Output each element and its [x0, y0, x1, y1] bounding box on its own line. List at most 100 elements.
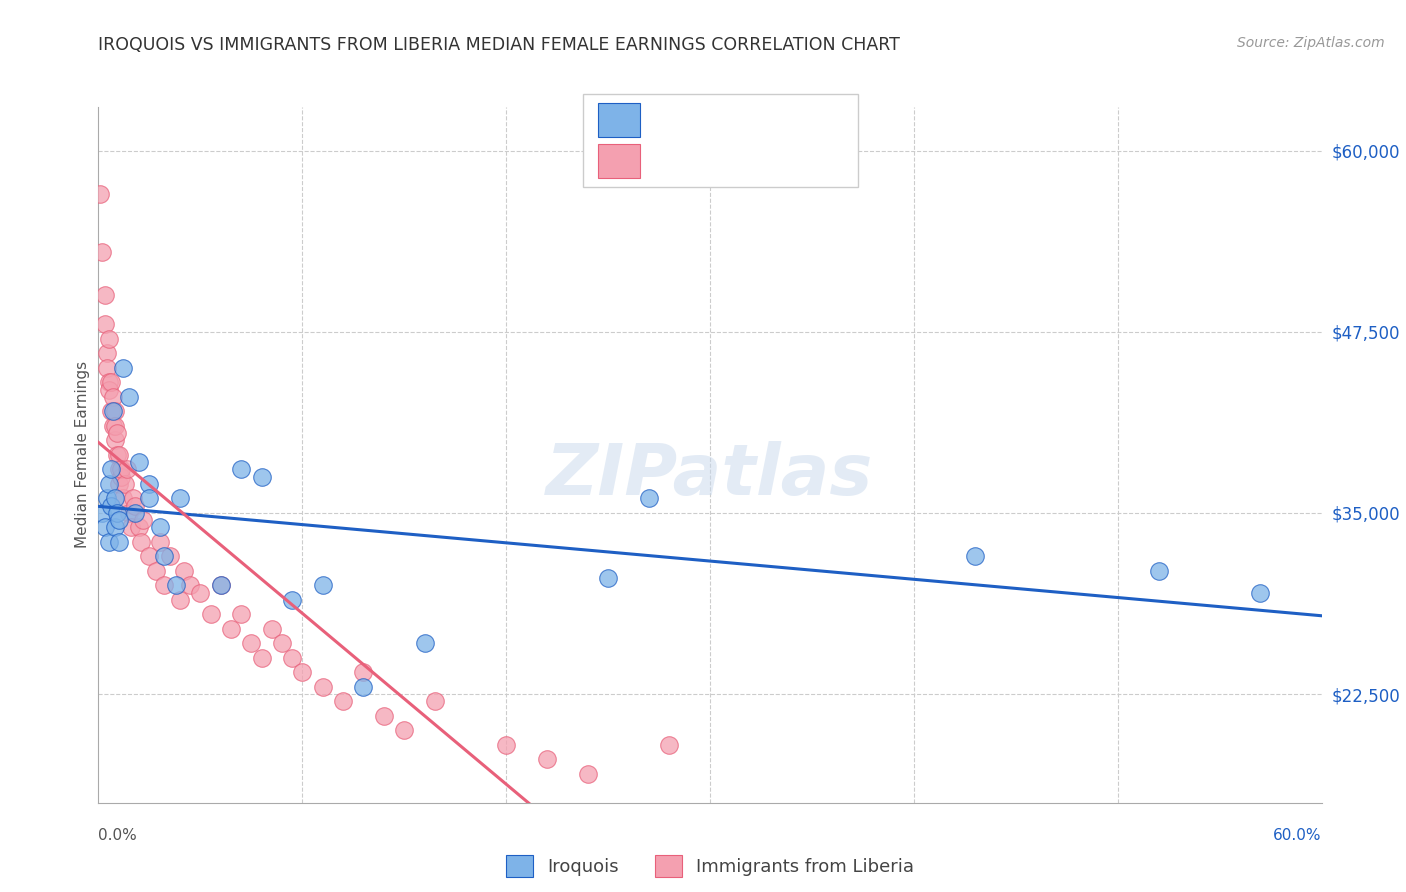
Point — [115, 462, 138, 476]
Point — [91, 244, 114, 259]
Point — [97, 332, 120, 346]
Point — [188, 585, 212, 599]
Point — [96, 361, 118, 376]
Point — [104, 434, 127, 448]
Point — [145, 564, 167, 578]
Point — [179, 578, 201, 592]
Point — [495, 738, 517, 752]
Point — [124, 499, 146, 513]
Point — [658, 738, 681, 752]
Point — [122, 491, 145, 506]
Point — [104, 491, 127, 506]
Point — [332, 694, 354, 708]
Point — [281, 651, 304, 665]
Point — [598, 571, 620, 585]
Point — [291, 665, 314, 680]
Point — [100, 376, 122, 390]
Point — [118, 390, 141, 404]
Point — [149, 535, 172, 549]
Point — [638, 491, 661, 506]
Point — [104, 404, 127, 418]
Point — [100, 462, 122, 476]
Point — [105, 426, 128, 441]
Point — [97, 383, 120, 397]
Point — [97, 535, 120, 549]
Point — [209, 578, 232, 592]
Point — [93, 520, 115, 534]
Text: R = -0.523   N = 62: R = -0.523 N = 62 — [651, 152, 814, 169]
Point — [110, 469, 132, 483]
Point — [965, 549, 987, 564]
Point — [149, 520, 172, 534]
Point — [352, 680, 374, 694]
Point — [240, 636, 263, 650]
Point — [129, 535, 152, 549]
Point — [105, 506, 128, 520]
Point — [93, 288, 115, 302]
Point — [96, 491, 118, 506]
Y-axis label: Median Female Earnings: Median Female Earnings — [75, 361, 90, 549]
Point — [101, 419, 124, 434]
Point — [96, 346, 118, 360]
Point — [104, 419, 127, 434]
Point — [373, 708, 395, 723]
Point — [152, 549, 174, 564]
Point — [105, 448, 128, 462]
Legend: Iroquois, Immigrants from Liberia: Iroquois, Immigrants from Liberia — [498, 847, 922, 884]
Point — [128, 455, 150, 469]
Point — [108, 477, 131, 491]
Text: Source: ZipAtlas.com: Source: ZipAtlas.com — [1237, 36, 1385, 50]
Text: IROQUOIS VS IMMIGRANTS FROM LIBERIA MEDIAN FEMALE EARNINGS CORRELATION CHART: IROQUOIS VS IMMIGRANTS FROM LIBERIA MEDI… — [98, 36, 900, 54]
Point — [138, 477, 160, 491]
Point — [352, 665, 374, 680]
Point — [1147, 564, 1170, 578]
Point — [231, 462, 253, 476]
Point — [120, 520, 142, 534]
Point — [108, 462, 131, 476]
Point — [128, 520, 150, 534]
Point — [91, 506, 114, 520]
Point — [114, 477, 136, 491]
Point — [100, 499, 122, 513]
Point — [108, 513, 131, 527]
Point — [124, 506, 146, 520]
Point — [270, 636, 294, 650]
Point — [423, 694, 446, 708]
Point — [200, 607, 222, 622]
Point — [108, 448, 131, 462]
Text: 0.0%: 0.0% — [98, 828, 138, 843]
Point — [132, 513, 155, 527]
Point — [100, 404, 122, 418]
Point — [138, 549, 160, 564]
Point — [93, 318, 115, 332]
Text: R =  0.010   N = 35: R = 0.010 N = 35 — [651, 112, 813, 129]
Point — [250, 469, 273, 483]
Text: ZIPatlas: ZIPatlas — [547, 442, 873, 510]
Point — [101, 390, 124, 404]
Point — [250, 651, 273, 665]
Point — [111, 361, 134, 376]
Point — [169, 593, 191, 607]
Point — [110, 462, 132, 476]
Point — [111, 491, 134, 506]
Point — [219, 622, 242, 636]
Point — [104, 520, 127, 534]
Point — [576, 767, 599, 781]
Point — [413, 636, 436, 650]
Point — [536, 752, 558, 766]
Point — [173, 564, 195, 578]
Point — [97, 477, 120, 491]
Point — [209, 578, 232, 592]
Point — [101, 404, 124, 418]
Point — [1249, 585, 1271, 599]
Point — [159, 549, 181, 564]
Point — [165, 578, 187, 592]
Point — [89, 187, 111, 202]
Point — [392, 723, 416, 738]
Point — [97, 376, 120, 390]
Point — [312, 680, 335, 694]
Point — [169, 491, 191, 506]
Point — [281, 593, 304, 607]
Point — [231, 607, 253, 622]
Point — [260, 622, 283, 636]
